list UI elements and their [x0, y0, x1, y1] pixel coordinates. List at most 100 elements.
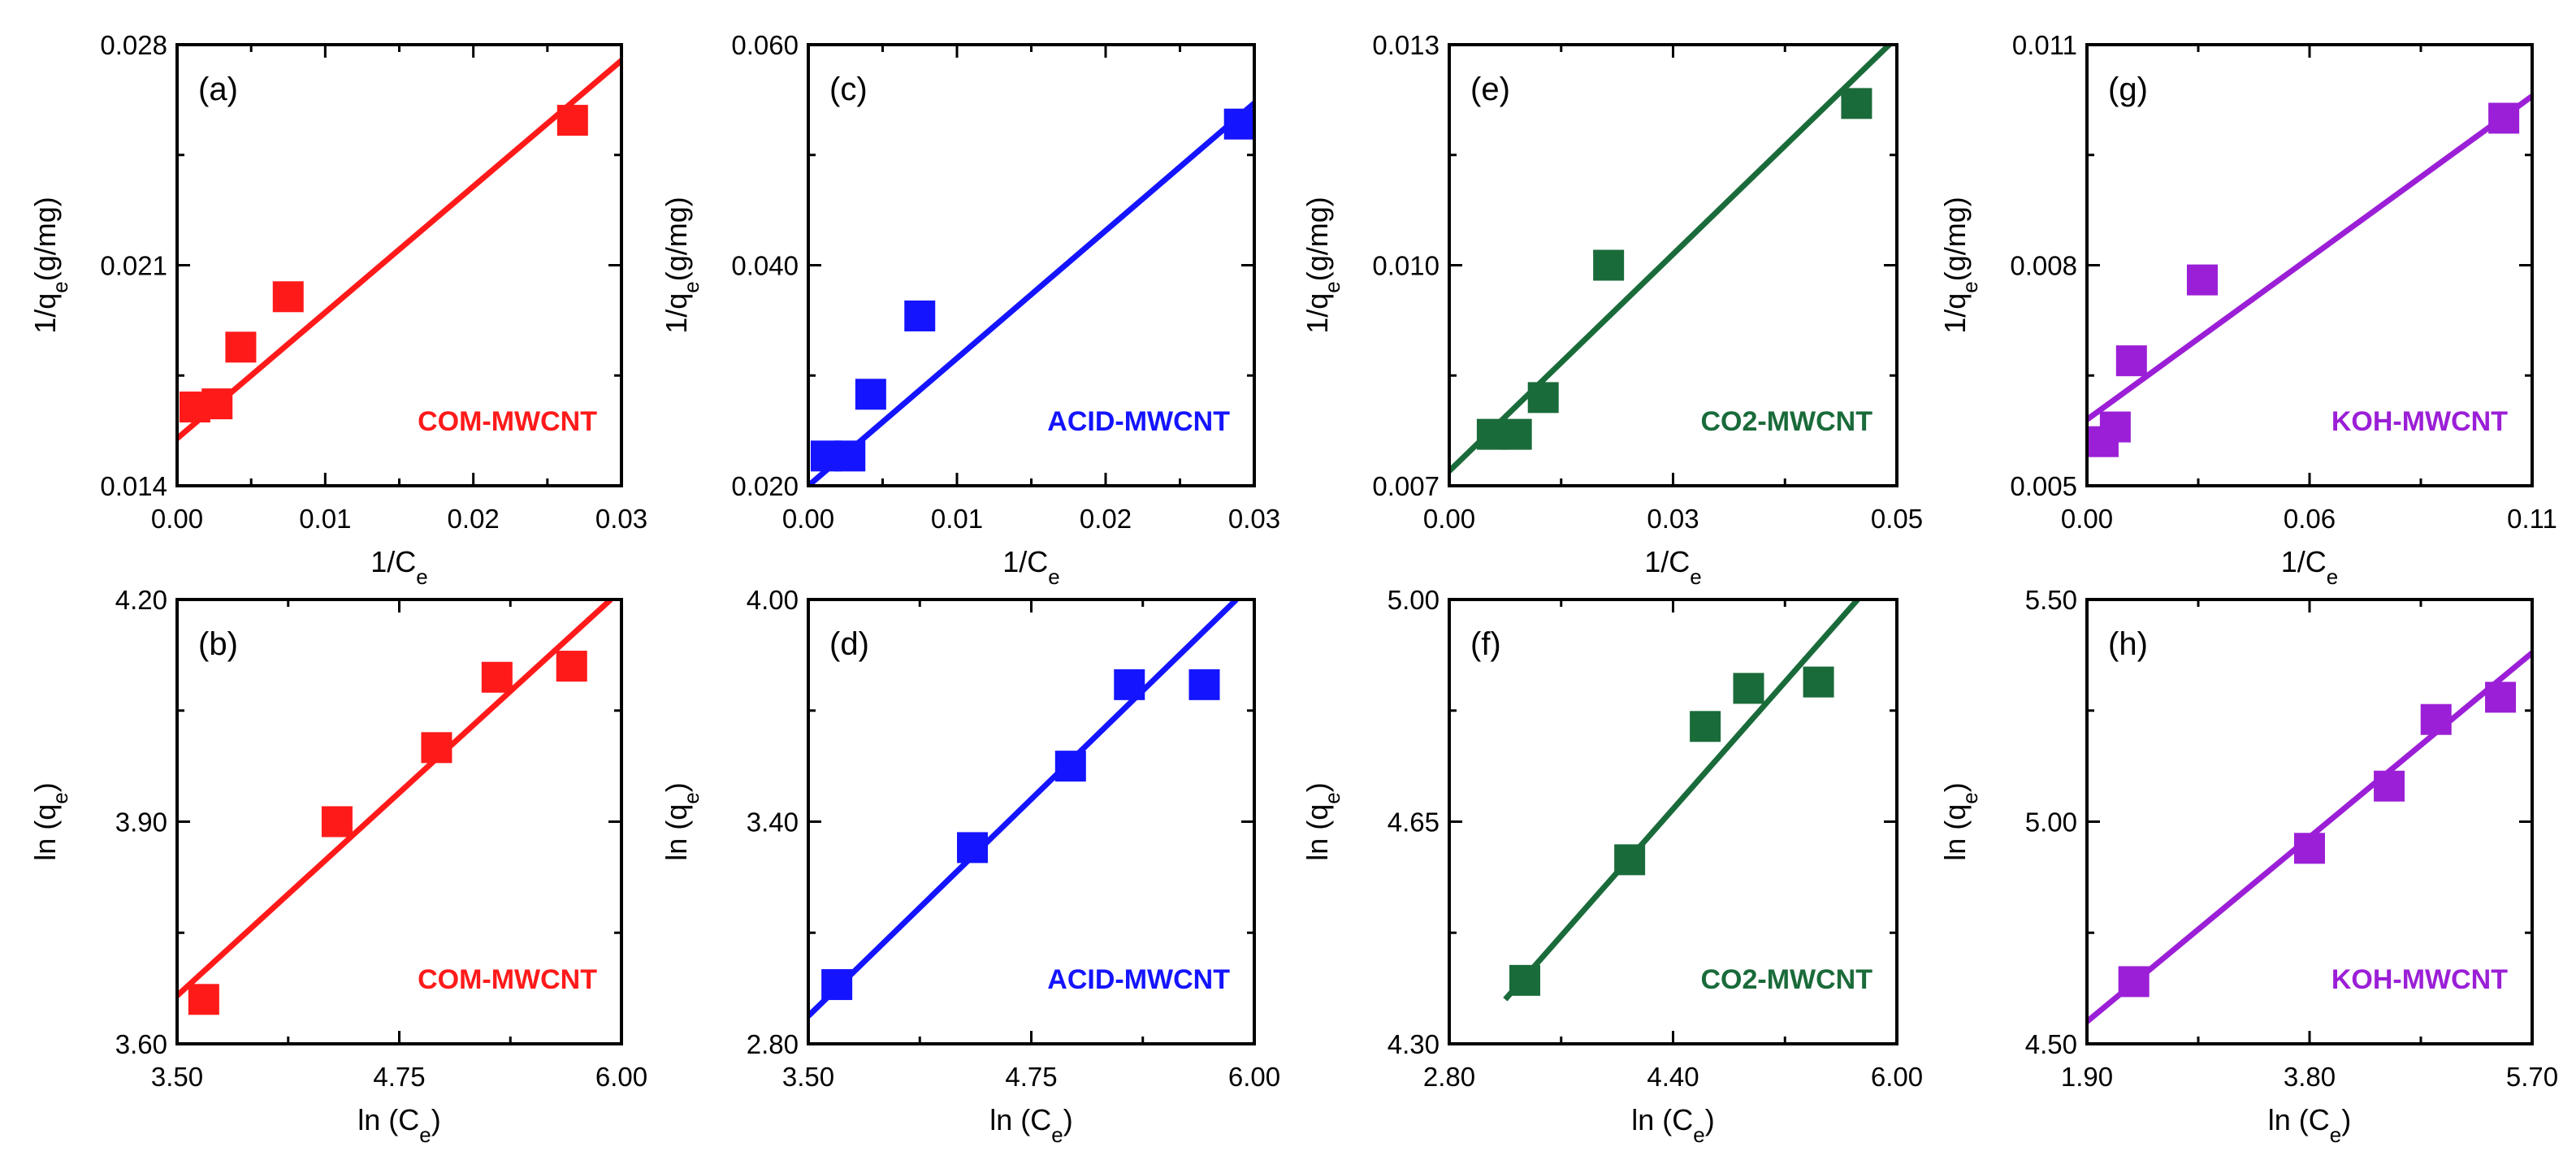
- y-tick-label: 4.20: [115, 585, 167, 615]
- data-point: [2294, 833, 2325, 864]
- material-label: KOH-MWCNT: [2331, 406, 2508, 437]
- x-tick-label: 6.00: [1871, 1062, 1923, 1092]
- chart-panel: 0.00 0.01 0.02 0.03 0.020 0.040 0.060 1/Ce 1/qe(…: [660, 30, 1280, 589]
- y-tick-label: 0.013: [1372, 30, 1440, 60]
- x-tick-label: 2.80: [1423, 1062, 1475, 1092]
- x-axis-label: ln (Ce): [357, 1103, 440, 1147]
- x-tick-label: 0.00: [151, 504, 203, 534]
- data-point: [834, 440, 866, 472]
- x-tick-label: 4.40: [1647, 1062, 1699, 1092]
- data-point: [1803, 666, 1834, 698]
- x-tick-label: 3.80: [2284, 1062, 2336, 1092]
- data-point: [1593, 249, 1625, 281]
- data-point: [2115, 345, 2147, 377]
- x-tick-label: 0.00: [2061, 504, 2113, 534]
- fit-line: [808, 599, 1239, 1019]
- fit-line: [808, 101, 1254, 486]
- y-axis-label: 1/qe(g/mg): [660, 197, 704, 334]
- data-point: [188, 984, 219, 1015]
- data-point: [1223, 108, 1255, 140]
- panel-label: (d): [829, 626, 869, 662]
- plot-frame: [175, 43, 623, 487]
- data-point: [201, 388, 233, 420]
- x-tick-label: 0.06: [2284, 504, 2336, 534]
- y-tick-label: 0.040: [731, 251, 799, 281]
- x-axis-label: ln (Ce): [1631, 1103, 1714, 1147]
- panel-label: (e): [1470, 71, 1510, 107]
- plot-frame: [2085, 43, 2534, 487]
- x-tick-label: 0.02: [1080, 504, 1132, 534]
- plot-frame: [807, 43, 1256, 487]
- material-label: ACID-MWCNT: [1047, 964, 1230, 995]
- data-point: [1188, 669, 1220, 700]
- y-axis-label: ln (qe): [660, 782, 704, 861]
- y-tick-label: 3.40: [747, 807, 799, 838]
- data-point: [2186, 264, 2218, 296]
- x-axis-label: ln (Ce): [989, 1103, 1072, 1147]
- y-tick-label: 5.00: [1388, 585, 1440, 615]
- data-point: [272, 281, 304, 313]
- panel-label: (g): [2108, 71, 2148, 107]
- x-tick-label: 5.70: [2506, 1062, 2558, 1092]
- y-tick-label: 0.060: [731, 30, 799, 60]
- fit-line: [2087, 93, 2532, 422]
- y-tick-label: 0.028: [100, 30, 167, 60]
- x-axis-label: 1/Ce: [1002, 545, 1060, 589]
- x-axis-label: 1/Ce: [1644, 545, 1702, 589]
- x-tick-label: 0.03: [1647, 504, 1699, 534]
- x-axis-label: ln (Ce): [2268, 1103, 2351, 1147]
- y-tick-label: 4.65: [1388, 807, 1440, 838]
- data-point: [1500, 418, 1532, 450]
- x-tick-label: 4.75: [1005, 1062, 1057, 1092]
- chart-panel: 2.80 4.40 6.00 4.30 4.65 5.00 ln (Ce) ln (qe) (f…: [1301, 585, 1923, 1147]
- chart-panel: 1.90 3.80 5.70 4.50 5.00 5.50 ln (Ce) ln (qe) (h…: [1938, 585, 2558, 1147]
- material-label: COM-MWCNT: [418, 964, 597, 995]
- data-point: [1527, 382, 1559, 413]
- data-point: [855, 379, 886, 410]
- y-tick-label: 4.50: [2025, 1029, 2077, 1059]
- y-tick-label: 0.007: [1372, 471, 1440, 501]
- x-tick-label: 0.01: [931, 504, 983, 534]
- y-tick-label: 0.021: [100, 251, 167, 281]
- data-point: [2485, 682, 2517, 713]
- data-point: [2420, 703, 2452, 735]
- data-point: [2488, 102, 2520, 134]
- data-point: [556, 651, 587, 682]
- data-point: [481, 661, 513, 693]
- y-tick-label: 0.005: [2010, 471, 2077, 501]
- x-tick-label: 0.01: [299, 504, 351, 534]
- data-point: [1733, 673, 1764, 704]
- chart-panel: 0.00 0.06 0.11 0.005 0.008 0.011 1/Ce 1/qe(g/mg…: [1938, 30, 2557, 589]
- x-tick-label: 3.50: [782, 1062, 834, 1092]
- y-axis-label: ln (qe): [28, 782, 72, 861]
- material-label: ACID-MWCNT: [1047, 406, 1230, 437]
- panel-label: (h): [2108, 626, 2148, 662]
- data-point: [957, 832, 989, 864]
- x-tick-label: 3.50: [151, 1062, 203, 1092]
- data-point: [421, 732, 452, 764]
- fit-line: [1503, 599, 1860, 1002]
- plot-frame: [807, 598, 1256, 1045]
- x-tick-label: 6.00: [595, 1062, 647, 1092]
- x-tick-label: 0.03: [595, 504, 647, 534]
- x-tick-label: 4.75: [373, 1062, 425, 1092]
- data-point: [1509, 964, 1540, 996]
- fit-line: [177, 58, 621, 441]
- x-tick-label: 0.00: [1423, 504, 1475, 534]
- data-point: [1690, 711, 1721, 742]
- chart-panel: 3.50 4.75 6.00 3.60 3.90 4.20 ln (Ce) ln (qe) (b…: [28, 585, 647, 1147]
- material-label: KOH-MWCNT: [2331, 964, 2508, 995]
- plot-frame: [175, 598, 623, 1045]
- y-tick-label: 0.011: [2012, 30, 2077, 60]
- panel-label: (c): [829, 71, 868, 107]
- data-point: [1841, 88, 1872, 119]
- plot-frame: [1448, 598, 1898, 1045]
- fit-line: [177, 599, 613, 998]
- panel-label: (a): [198, 71, 238, 107]
- x-tick-label: 6.00: [1228, 1062, 1280, 1092]
- material-label: COM-MWCNT: [418, 406, 597, 437]
- plot-frame: [1448, 43, 1898, 487]
- x-tick-label: 0.11: [2507, 504, 2557, 534]
- plot-frame: [2085, 598, 2534, 1045]
